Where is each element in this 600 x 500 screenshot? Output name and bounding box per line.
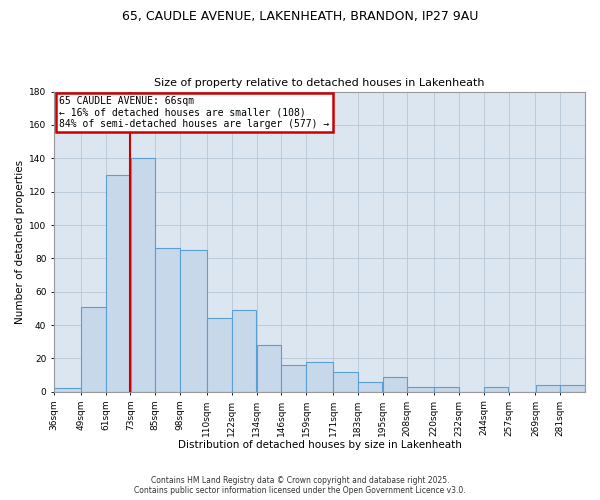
Bar [560,385,585,392]
Bar [434,387,459,392]
Bar [207,318,232,392]
Bar [106,175,130,392]
Bar [358,382,382,392]
Bar [257,345,281,392]
Bar [232,310,256,392]
Bar [306,362,333,392]
X-axis label: Distribution of detached houses by size in Lakenheath: Distribution of detached houses by size … [178,440,461,450]
Bar [155,248,180,392]
Text: 65, CAUDLE AVENUE, LAKENHEATH, BRANDON, IP27 9AU: 65, CAUDLE AVENUE, LAKENHEATH, BRANDON, … [122,10,478,23]
Text: Contains HM Land Registry data © Crown copyright and database right 2025.
Contai: Contains HM Land Registry data © Crown c… [134,476,466,495]
Bar [536,385,560,392]
Bar [180,250,207,392]
Bar [281,365,306,392]
Bar [484,387,508,392]
Text: 65 CAUDLE AVENUE: 66sqm
← 16% of detached houses are smaller (108)
84% of semi-d: 65 CAUDLE AVENUE: 66sqm ← 16% of detache… [59,96,329,130]
Bar [131,158,155,392]
Bar [333,372,358,392]
Bar [407,387,434,392]
Bar [383,377,407,392]
Bar [54,388,81,392]
Title: Size of property relative to detached houses in Lakenheath: Size of property relative to detached ho… [154,78,485,88]
Y-axis label: Number of detached properties: Number of detached properties [15,160,25,324]
Bar [81,306,106,392]
